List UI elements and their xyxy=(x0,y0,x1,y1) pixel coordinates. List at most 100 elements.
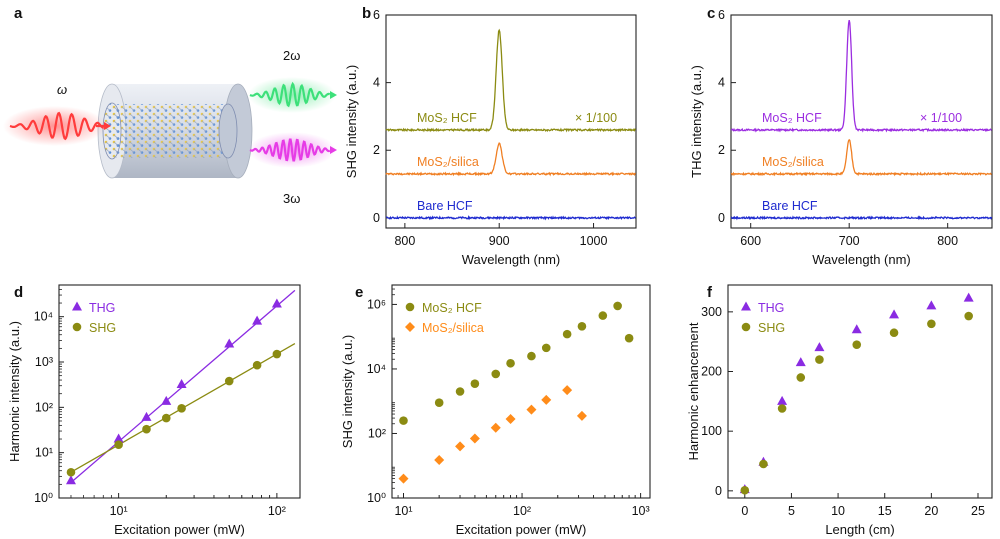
legend-label: THG xyxy=(89,301,115,315)
panel-label-d: d xyxy=(14,284,23,301)
data-point-circle xyxy=(224,376,234,386)
chart-panel-f: f 0 5 10 15 20 25 0 100 200 300 Length (cm) Harmonic… xyxy=(686,284,993,537)
y-tick-label: 10⁴ xyxy=(34,310,53,324)
panel-label-e: e xyxy=(355,284,363,301)
data-point-circle xyxy=(613,301,622,311)
y-tick-label: 0 xyxy=(373,211,380,225)
x-tick-label: 25 xyxy=(971,504,985,518)
legend-marker xyxy=(72,301,82,311)
plot-frame xyxy=(58,284,301,499)
x-tick-label: 10 xyxy=(831,504,845,518)
legend-marker xyxy=(72,322,82,332)
data-point-circle xyxy=(964,311,973,321)
output-3omega-label: 3ω xyxy=(283,191,300,206)
y-tick-label: 2 xyxy=(718,143,725,157)
data-point-diamond xyxy=(398,473,409,484)
data-point-triangle xyxy=(795,357,806,367)
x-axis-label: Length (cm) xyxy=(825,522,894,537)
series-line-0 xyxy=(385,28,637,133)
y-tick-label: 6 xyxy=(718,8,725,22)
x-tick-label: 10¹ xyxy=(394,504,412,518)
plot-frame xyxy=(385,14,637,229)
y-axis-label: SHG intensity (a.u.) xyxy=(340,335,355,448)
data-point-diamond xyxy=(455,441,466,452)
x-tick-label: 20 xyxy=(924,504,938,518)
y-tick-label: 10² xyxy=(35,400,53,414)
x-tick-label: 10¹ xyxy=(110,504,128,518)
data-point-circle xyxy=(399,416,408,425)
data-point-triangle xyxy=(113,433,124,443)
data-point-diamond xyxy=(541,394,552,405)
data-point-circle xyxy=(66,467,76,477)
chart-panel-c: c 600 700 800 0 2 4 6 Wavelength (nm) THG intensi… xyxy=(689,5,993,267)
data-point-circle xyxy=(491,369,501,379)
x-tick-label: 0 xyxy=(741,504,748,518)
data-point-circle xyxy=(161,413,171,423)
legend-label: SHG xyxy=(758,321,785,335)
data-point-diamond xyxy=(490,422,501,433)
x-axis-label: Wavelength (nm) xyxy=(462,252,561,267)
data-point-triangle xyxy=(65,475,76,485)
panel-label-f: f xyxy=(707,284,713,301)
input-beam: ω xyxy=(3,82,107,146)
legend-label: SHG xyxy=(89,321,116,335)
data-point-circle xyxy=(889,328,899,338)
data-point-circle xyxy=(272,349,282,359)
data-point-diamond xyxy=(562,385,573,396)
y-axis-label: Harmonic intensity (a.u.) xyxy=(7,321,22,462)
y-tick-label: 6 xyxy=(373,8,380,22)
x-axis-label: Wavelength (nm) xyxy=(812,252,911,267)
input-omega-label: ω xyxy=(57,82,67,97)
chart-panel-e: e 10¹ 10² 10³ 10⁰ 10² 10⁴ 10⁶ Excitation power (… xyxy=(340,284,651,537)
shg-output-beam: 2ω xyxy=(248,48,336,113)
output-2omega-label: 2ω xyxy=(283,48,300,63)
x-tick-label: 10³ xyxy=(632,504,650,518)
data-point-triangle xyxy=(176,378,187,388)
legend-label: MoS₂ HCF xyxy=(422,301,482,315)
y-tick-label: 0 xyxy=(718,211,725,225)
data-point-circle xyxy=(527,351,536,361)
x-tick-label: 600 xyxy=(740,234,761,248)
arrow-head-icon xyxy=(330,146,337,154)
data-point-circle xyxy=(852,340,862,349)
x-tick-label: 10² xyxy=(513,504,531,518)
data-point-circle xyxy=(624,333,634,343)
x-axis-label: Excitation power (mW) xyxy=(114,522,245,537)
arrow-head-icon xyxy=(330,91,337,99)
series-line-1 xyxy=(385,142,637,177)
data-point-triangle xyxy=(271,298,282,308)
x-tick-label: 800 xyxy=(394,234,415,248)
data-point-circle xyxy=(598,311,608,320)
data-point-triangle xyxy=(851,324,862,334)
chart-panel-d: d 10¹ 10² 10⁰ 10¹ 10² 10³ 10⁴ Excitation power (… xyxy=(7,284,301,537)
data-point-circle xyxy=(506,358,515,368)
data-point-circle xyxy=(815,355,824,364)
y-tick-label: 2 xyxy=(373,143,380,157)
data-point-triangle xyxy=(889,309,900,319)
plot-frame xyxy=(391,284,651,499)
scale-note: × 1/100 xyxy=(920,111,962,125)
series-label: MoS₂ HCF xyxy=(417,111,477,125)
data-point-triangle xyxy=(224,338,235,348)
y-tick-label: 10⁴ xyxy=(367,362,386,376)
panel-label-c: c xyxy=(707,5,715,22)
series-label: Bare HCF xyxy=(417,199,473,213)
series-line-2 xyxy=(730,215,993,221)
data-point-diamond xyxy=(434,455,445,466)
data-point-circle xyxy=(434,398,444,407)
data-point-circle xyxy=(142,424,151,434)
data-point-circle xyxy=(577,321,587,331)
series-line-2 xyxy=(385,214,636,221)
y-tick-label: 4 xyxy=(373,76,380,90)
data-point-triangle xyxy=(141,411,152,421)
data-point-circle xyxy=(927,319,936,329)
x-tick-label: 800 xyxy=(937,234,958,248)
series-line-0 xyxy=(730,19,992,133)
x-tick-label: 10² xyxy=(268,504,286,518)
data-point-triangle xyxy=(777,395,788,405)
data-point-circle xyxy=(759,459,768,469)
y-tick-label: 10¹ xyxy=(35,446,53,460)
y-tick-label: 4 xyxy=(718,76,725,90)
series-label: Bare HCF xyxy=(762,199,818,213)
legend-marker xyxy=(741,322,751,332)
